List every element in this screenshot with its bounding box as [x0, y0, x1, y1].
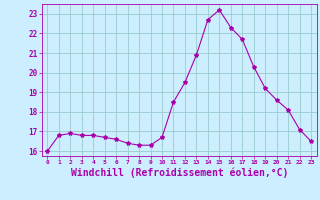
X-axis label: Windchill (Refroidissement éolien,°C): Windchill (Refroidissement éolien,°C) — [70, 168, 288, 178]
